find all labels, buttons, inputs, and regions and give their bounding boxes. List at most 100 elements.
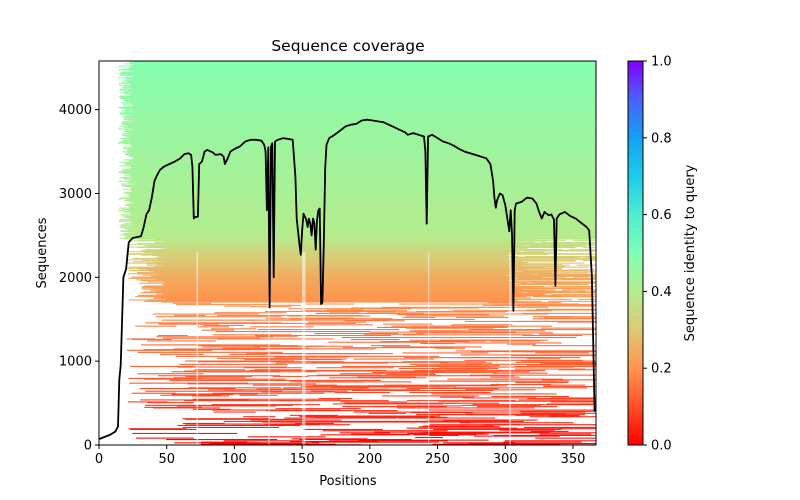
alignment-row	[391, 370, 445, 372]
alignment-row	[539, 333, 596, 335]
alignment-row	[124, 216, 596, 218]
alignment-row	[123, 143, 596, 145]
alignment-row	[402, 334, 533, 336]
alignment-row	[120, 72, 596, 74]
alignment-row	[127, 218, 596, 220]
alignment-row	[174, 314, 206, 316]
alignment-row	[123, 85, 596, 87]
alignment-row	[129, 139, 596, 141]
alignment-row	[155, 290, 586, 292]
alignment-row	[452, 310, 552, 312]
alignment-row	[454, 387, 588, 389]
alignment-row	[309, 355, 440, 357]
alignment-row	[551, 401, 596, 403]
alignment-row	[338, 388, 421, 390]
alignment-row	[122, 123, 596, 125]
alignment-row	[122, 168, 596, 170]
alignment-row	[132, 147, 596, 149]
alignment-row	[123, 174, 596, 176]
alignment-row	[128, 151, 596, 153]
alignment-row	[127, 78, 596, 80]
alignment-row	[544, 317, 596, 319]
alignment-row	[429, 434, 459, 436]
alignment-row	[157, 263, 562, 265]
alignment-row	[119, 237, 596, 239]
alignment-row	[371, 371, 497, 373]
alignment-row	[308, 358, 347, 360]
alignment-row	[123, 92, 596, 94]
alignment-row	[119, 74, 596, 76]
alignment-row	[122, 71, 596, 73]
alignment-row	[156, 293, 546, 295]
alignment-row	[124, 236, 596, 238]
alignment-row	[131, 202, 596, 204]
alignment-row	[133, 61, 596, 63]
alignment-row	[385, 376, 416, 378]
alignment-row	[243, 367, 303, 369]
alignment-row	[254, 369, 302, 371]
alignment-row	[130, 187, 596, 189]
alignment-row	[280, 420, 428, 422]
alignment-row	[306, 370, 442, 372]
alignment-row	[130, 84, 596, 86]
alignment-row	[334, 392, 390, 394]
alignment-row	[119, 219, 596, 221]
alignment-row	[137, 351, 283, 353]
alignment-row	[148, 245, 587, 247]
alignment-row	[130, 137, 596, 139]
alignment-row	[353, 411, 489, 413]
alignment-row	[526, 357, 561, 359]
alignment-row	[119, 165, 596, 167]
alignment-row	[125, 210, 596, 212]
alignment-row	[367, 311, 506, 313]
alignment-row	[129, 206, 596, 208]
alignment-row	[159, 344, 221, 346]
alignment-row	[143, 251, 545, 253]
alignment-row	[120, 73, 596, 75]
alignment-row	[307, 375, 442, 377]
alignment-row	[200, 443, 336, 445]
alignment-row	[137, 373, 204, 375]
plot-frame	[98, 60, 597, 446]
alignment-row	[316, 374, 382, 376]
alignment-row	[171, 393, 258, 395]
alignment-row	[129, 161, 596, 163]
alignment-row	[124, 223, 596, 225]
alignment-row	[156, 274, 532, 276]
alignment-row	[530, 430, 569, 432]
alignment-row	[484, 366, 573, 368]
alignment-row	[441, 340, 485, 342]
alignment-row	[131, 158, 596, 160]
alignment-row	[128, 126, 596, 128]
alignment-row	[130, 365, 195, 367]
alignment-row	[119, 161, 596, 163]
alignment-row	[304, 324, 373, 326]
alignment-row	[541, 379, 596, 381]
alignment-row	[351, 433, 489, 435]
alignment-row	[520, 282, 596, 284]
alignment-row	[261, 391, 336, 393]
alignment-row	[155, 242, 594, 244]
alignment-row	[142, 286, 545, 288]
alignment-row	[124, 134, 596, 136]
alignment-row	[119, 225, 596, 227]
alignment-row	[151, 275, 506, 277]
alignment-row	[124, 129, 596, 131]
alignment-row	[122, 151, 596, 153]
alignment-row	[129, 62, 596, 64]
gap-column	[428, 252, 430, 445]
alignment-row	[438, 400, 568, 402]
alignment-row	[118, 172, 596, 174]
alignment-row	[137, 294, 594, 296]
alignment-row	[131, 167, 596, 169]
alignment-row	[462, 397, 537, 399]
alignment-row	[266, 410, 398, 412]
alignment-row	[503, 441, 582, 443]
alignment-row	[125, 192, 596, 194]
alignment-row	[131, 186, 596, 188]
alignment-row	[120, 214, 596, 216]
alignment-row	[416, 332, 553, 334]
alignment-row	[120, 72, 596, 74]
alignment-row	[288, 308, 412, 310]
alignment-row	[128, 266, 590, 268]
